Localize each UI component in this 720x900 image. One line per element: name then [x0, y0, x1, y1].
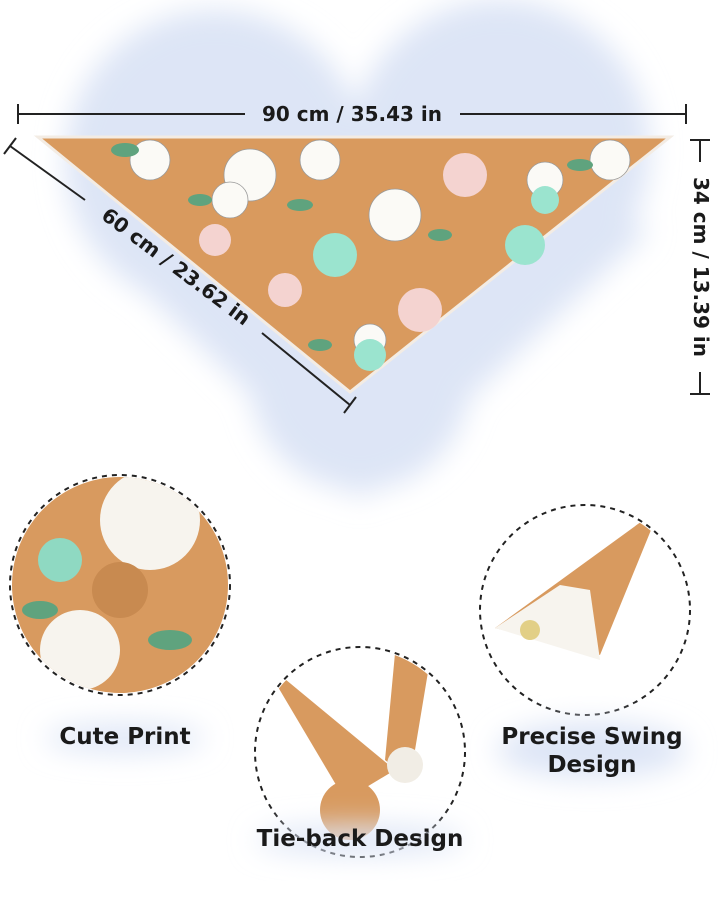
feature-precise-swing [479, 504, 691, 716]
feature-tie-back [254, 646, 466, 858]
dimension-lines [3, 104, 710, 414]
feature-label: Design [547, 752, 636, 778]
width-label: 90 cm / 35.43 in [262, 102, 442, 126]
label-backdrops [45, 722, 687, 854]
feature-label: Cute Print [59, 724, 190, 750]
height-label: 34 cm / 13.39 in [689, 177, 713, 357]
feature-label: Tie-back Design [257, 826, 464, 852]
feature-label: Precise Swing [501, 724, 682, 750]
feature-cute-print [9, 474, 231, 696]
bandana [33, 135, 675, 394]
